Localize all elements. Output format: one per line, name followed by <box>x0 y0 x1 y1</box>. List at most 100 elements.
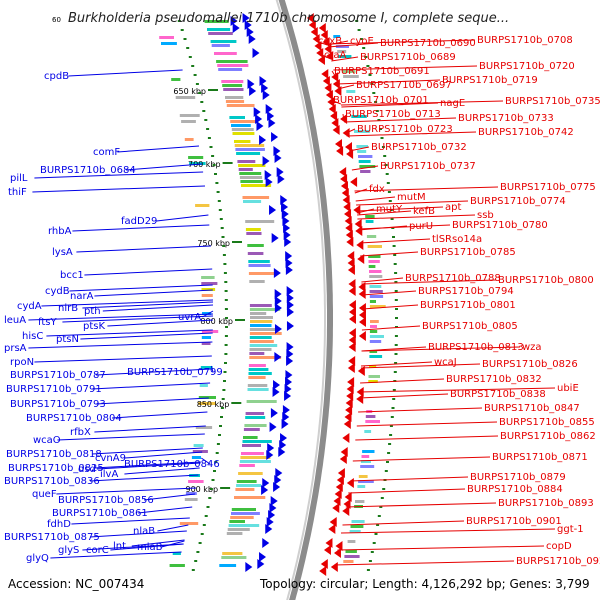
reverse-gene-arrow <box>319 566 327 576</box>
feature-band <box>250 312 267 315</box>
feature-band <box>249 348 272 351</box>
forward-gene-arrow <box>232 23 240 33</box>
forward-gene-arrow <box>282 216 290 226</box>
leader-line <box>327 42 379 48</box>
tick-dot <box>386 182 390 184</box>
tick-dot <box>183 38 187 40</box>
leader-line <box>68 69 183 77</box>
leader-line <box>348 488 466 494</box>
reverse-gene-arrow <box>347 363 355 373</box>
feature-band <box>360 465 375 468</box>
feature-band <box>195 204 210 207</box>
leader-line <box>333 65 478 71</box>
forward-gene-arrow <box>286 293 294 303</box>
gene-label: mlaB <box>137 542 163 553</box>
gene-label: BURPS1710b_0801 <box>420 300 516 311</box>
forward-gene-arrow <box>281 209 289 219</box>
feature-band <box>201 282 218 285</box>
gene-label: BURPS1710b_0701 <box>333 95 429 106</box>
tick-dot <box>393 371 397 373</box>
kbp-tick-label: 900 kbp <box>185 485 218 494</box>
feature-band <box>236 152 261 155</box>
gene-label: BURPS1710b_0875 <box>4 532 100 543</box>
tick-dot <box>213 470 216 472</box>
tick-dot <box>212 164 216 166</box>
forward-gene-arrow <box>266 450 274 460</box>
tick-dot <box>222 254 226 256</box>
leader-line <box>156 214 209 222</box>
label-leaders <box>28 39 556 566</box>
feature-band <box>242 196 270 199</box>
tick-dot <box>393 263 397 265</box>
forward-gene-arrow <box>244 20 252 30</box>
forward-gene-arrow <box>284 391 292 401</box>
feature-band <box>231 128 254 131</box>
tick-dot <box>224 353 228 355</box>
gene-label: BURPS1710b_0832 <box>446 374 542 385</box>
feature-band <box>234 496 266 499</box>
gene-label: BURPS1710b_0793 <box>10 399 106 410</box>
feature-band <box>240 456 271 459</box>
forward-gene-arrow <box>277 174 285 184</box>
reverse-gene-arrow <box>334 139 342 149</box>
feature-band <box>351 115 367 118</box>
feature-band <box>248 264 271 267</box>
leader-line <box>359 387 556 393</box>
leader-line <box>358 407 483 413</box>
feature-band <box>172 552 181 555</box>
reverse-gene-arrow <box>348 342 356 352</box>
feature-band <box>362 450 375 453</box>
gene-label: BURPS1710b_0723 <box>357 124 453 135</box>
reverse-gene-arrow <box>322 76 330 86</box>
tick-dot <box>379 128 382 130</box>
reverse-gene-arrow <box>328 104 336 114</box>
feature-band <box>365 420 380 423</box>
forward-gene-arrow <box>286 342 294 352</box>
feature-band <box>238 472 263 475</box>
gene-label: cydA <box>17 301 42 312</box>
feature-band <box>234 140 251 143</box>
tick-dot <box>209 488 213 490</box>
gene-label: BURPS1710b_0826 <box>482 359 578 370</box>
forward-gene-arrow <box>242 13 250 23</box>
reverse-gene-arrow <box>348 335 356 345</box>
leader-line <box>34 171 204 179</box>
forward-gene-arrow <box>286 300 294 310</box>
tick-dot <box>372 92 376 94</box>
leader-line <box>334 560 515 566</box>
kbp-tick-label: 650 kbp <box>173 87 206 96</box>
tick-dot <box>218 209 222 211</box>
reverse-gene-arrow <box>343 202 351 212</box>
leader-line <box>94 425 206 433</box>
feature-band <box>369 330 378 333</box>
forward-gene-arrow <box>274 153 282 163</box>
forward-gene-arrow <box>262 156 270 166</box>
gene-label: purU <box>409 221 433 232</box>
tick-dot <box>225 326 228 328</box>
leader-line <box>356 421 498 427</box>
feature-band <box>249 352 265 355</box>
feature-band <box>242 440 272 443</box>
leader-line <box>327 39 476 45</box>
feature-band <box>241 452 264 455</box>
reverse-gene-arrow <box>318 23 326 33</box>
leader-line <box>360 361 433 367</box>
tick-dot <box>389 434 393 436</box>
leader-line <box>111 411 208 419</box>
forward-gene-arrow <box>273 482 281 492</box>
tick-dot <box>198 542 202 544</box>
forward-gene-arrow <box>285 258 293 268</box>
feature-band <box>244 424 267 427</box>
gene-label: BURPS1710b_0893 <box>498 498 594 509</box>
forward-gene-arrow <box>270 408 278 418</box>
leader-line <box>340 528 556 534</box>
reverse-gene-arrow <box>358 317 366 327</box>
feature-band <box>347 540 356 543</box>
reverse-gene-arrow <box>348 286 356 296</box>
tick-dot <box>224 344 228 346</box>
forward-gene-arrow <box>272 387 280 397</box>
forward-gene-arrow <box>273 146 281 156</box>
feature-band <box>226 104 255 107</box>
